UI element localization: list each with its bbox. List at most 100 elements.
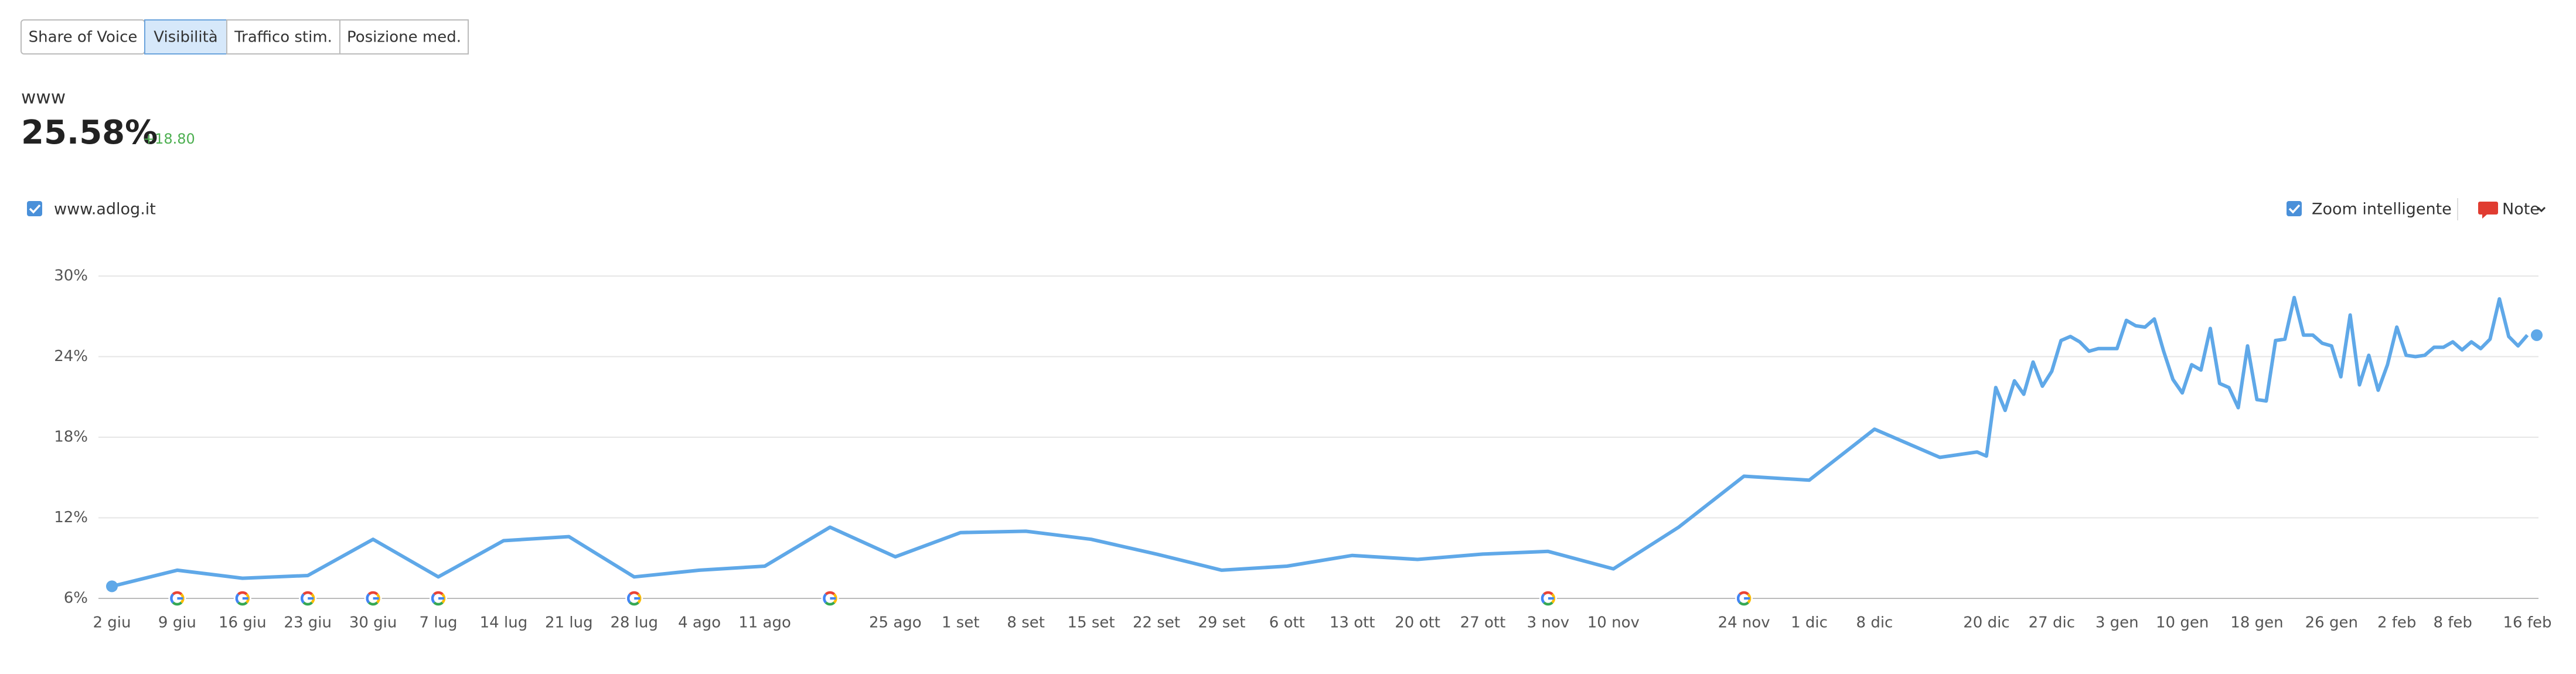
x-tick-label: 25 ago	[869, 614, 922, 632]
visibility-change: +18.80	[143, 131, 195, 147]
tab-button[interactable]	[339, 19, 469, 55]
tab-label[interactable]: Posizione med.	[347, 29, 461, 46]
marker-arc	[170, 593, 175, 604]
series-toggle[interactable]	[27, 201, 42, 216]
x-tick-label: 15 set	[1068, 614, 1115, 632]
marker-arc	[823, 593, 827, 604]
x-tick-label: 18 gen	[2230, 614, 2283, 632]
marker-arc	[237, 601, 248, 606]
legend-label[interactable]: www.adlog.it	[54, 200, 156, 219]
google-update-marker[interactable]	[1735, 590, 1753, 607]
tab-label[interactable]: Traffico stim.	[234, 29, 332, 46]
zoom-toggle[interactable]	[2287, 201, 2302, 216]
marker-arc	[1543, 601, 1553, 606]
marker-arc	[1736, 593, 1741, 604]
notes-label[interactable]: Note	[2502, 200, 2540, 219]
google-update-marker[interactable]	[821, 590, 839, 607]
x-tick-label: 16 giu	[219, 614, 267, 632]
google-update-marker[interactable]	[168, 590, 186, 607]
marker-arc	[1739, 591, 1749, 595]
marker-arc	[629, 591, 639, 595]
zoom-label[interactable]: Zoom intelligente	[2312, 200, 2452, 219]
x-tick-label: 28 lug	[610, 614, 658, 632]
marker-arc	[237, 591, 248, 595]
marker-arc	[431, 593, 435, 604]
marker-arc	[1739, 601, 1749, 606]
x-tick-label: 4 ago	[678, 614, 721, 632]
marker-arc	[627, 593, 631, 604]
marker-arc	[367, 601, 379, 606]
x-tick-label: 30 giu	[349, 614, 397, 632]
note-icon[interactable]	[2478, 202, 2498, 219]
start-point	[106, 580, 118, 593]
marker-arc	[1541, 593, 1545, 604]
tab[interactable]: Posizione med.	[339, 19, 469, 55]
x-tick-label: 23 giu	[284, 614, 332, 632]
x-tick-label: 2 giu	[93, 614, 131, 632]
marker-arc	[1747, 593, 1752, 604]
marker-arc	[235, 593, 240, 604]
google-update-marker[interactable]	[430, 590, 448, 607]
google-update-marker[interactable]	[625, 590, 643, 607]
x-tick-label: 2 feb	[2377, 614, 2416, 632]
series-line	[111, 295, 2529, 588]
y-tick-label: 12%	[54, 509, 88, 526]
checkmark	[29, 204, 41, 214]
x-tick-label: 24 nov	[1718, 614, 1770, 632]
x-tick-label: 10 gen	[2156, 614, 2209, 632]
x-tick-label: 6 ott	[1269, 614, 1305, 632]
tab-label[interactable]: Visibilità	[154, 29, 218, 46]
google-update-marker[interactable]	[364, 590, 382, 607]
tab-label[interactable]: Share of Voice	[29, 29, 138, 46]
marker-arc	[366, 593, 370, 604]
x-tick-label: 8 dic	[1856, 614, 1893, 632]
x-tick-label: 3 nov	[1527, 614, 1570, 632]
y-tick-label: 6%	[64, 590, 88, 607]
x-tick-label: 13 ott	[1330, 614, 1375, 632]
y-tick-label: 30%	[54, 267, 88, 285]
marker-arc	[629, 601, 639, 606]
dropdown-chevron[interactable]	[2537, 206, 2546, 213]
x-tick-label: 8 feb	[2433, 614, 2472, 632]
x-tick-label: 14 lug	[480, 614, 528, 632]
marker-arc	[172, 591, 183, 595]
tab-button[interactable]	[226, 19, 340, 55]
google-update-marker[interactable]	[1539, 590, 1557, 607]
marker-arc	[824, 591, 836, 595]
tab-button[interactable]	[144, 19, 227, 55]
x-tick-label: 20 ott	[1395, 614, 1440, 632]
end-point	[2531, 329, 2543, 341]
x-tick-label: 8 set	[1007, 614, 1045, 632]
tab[interactable]: Share of Voice	[21, 19, 145, 55]
domain-label: www	[21, 87, 66, 108]
x-tick-label: 7 lug	[420, 614, 458, 632]
tab[interactable]: Traffico stim.	[226, 19, 340, 55]
checkbox[interactable]	[2287, 201, 2302, 216]
marker-arc	[1543, 591, 1553, 595]
x-tick-label: 16 feb	[2503, 614, 2551, 632]
x-tick-label: 11 ago	[738, 614, 791, 632]
visibility-value: 25.58%	[21, 114, 158, 152]
x-tick-label: 20 dic	[1963, 614, 2009, 632]
y-tick-label: 24%	[54, 348, 88, 365]
marker-arc	[824, 601, 836, 606]
marker-arc	[172, 601, 183, 606]
google-update-marker[interactable]	[233, 590, 251, 607]
marker-arc	[433, 601, 444, 606]
checkbox[interactable]	[27, 201, 42, 216]
marker-arc	[367, 591, 379, 595]
x-tick-label: 27 dic	[2029, 614, 2075, 632]
x-tick-label: 26 gen	[2305, 614, 2358, 632]
y-tick-label: 18%	[54, 428, 88, 446]
x-tick-label: 9 giu	[158, 614, 196, 632]
marker-arc	[433, 591, 444, 595]
marker-arc	[300, 593, 305, 604]
google-update-marker[interactable]	[299, 590, 317, 607]
checkmark	[2288, 204, 2301, 214]
x-tick-label: 29 set	[1198, 614, 1245, 632]
tab[interactable]: Visibilità	[144, 19, 227, 55]
marker-arc	[302, 601, 313, 606]
x-tick-label: 1 dic	[1791, 614, 1828, 632]
